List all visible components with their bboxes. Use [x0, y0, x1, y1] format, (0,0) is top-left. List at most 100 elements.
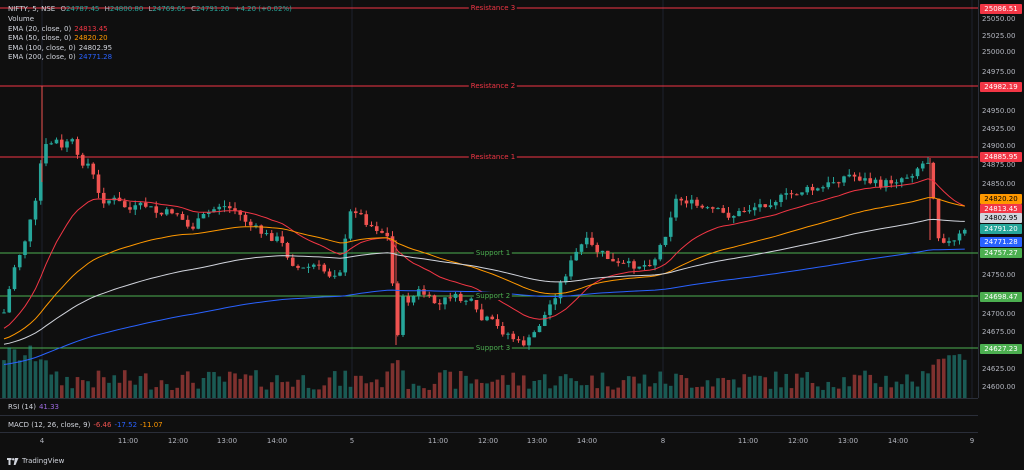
candle-body — [149, 206, 153, 208]
candle-body — [616, 261, 621, 263]
volume-bar — [474, 379, 479, 398]
candle-body — [348, 211, 353, 239]
volume-bar — [359, 375, 363, 398]
candle-body — [569, 260, 573, 277]
candle-body — [695, 199, 699, 206]
candle-body — [894, 182, 899, 184]
candle-body — [170, 209, 174, 214]
tradingview-logo[interactable]: TradingView — [7, 457, 64, 465]
volume-bar — [348, 386, 353, 398]
rsi-legend[interactable]: RSI (14) 41.33 — [8, 403, 62, 411]
volume-bar — [926, 373, 930, 398]
candle-body — [805, 186, 810, 193]
macd-pane[interactable]: MACD (12, 26, close, 9) -6.46 -17.52 -11.07 — [0, 415, 978, 433]
price-tick: 24600.00 — [982, 383, 1016, 391]
volume-bar — [695, 387, 699, 398]
candle-body — [212, 209, 216, 213]
volume-bar — [805, 371, 810, 398]
rsi-pane[interactable]: RSI (14) 41.33 — [0, 398, 978, 415]
candle-body — [794, 194, 799, 196]
price-chart-plot[interactable] — [0, 0, 978, 398]
volume-bar — [742, 374, 747, 398]
candle-body — [75, 139, 80, 155]
candle-body — [65, 141, 69, 148]
volume-bar — [737, 387, 741, 398]
volume-bar — [511, 372, 516, 398]
volume-bar — [233, 373, 237, 398]
candle-body — [275, 236, 279, 241]
volume-bar — [101, 377, 106, 398]
volume-bar — [285, 381, 290, 398]
volume-bar — [306, 387, 311, 398]
volume-bar — [784, 373, 789, 398]
volume-bar — [485, 383, 489, 398]
last-price-label: 24791.20 — [980, 223, 1022, 234]
candle-body — [957, 233, 962, 241]
volume-bar — [758, 375, 762, 398]
volume-bar — [721, 377, 726, 398]
candle-body — [227, 206, 232, 209]
support-3-label: Support 3 — [473, 344, 513, 352]
volume-bar — [789, 388, 794, 398]
rsi-label: RSI (14) — [8, 403, 36, 411]
time-axis[interactable] — [0, 432, 978, 449]
candle-body — [322, 264, 327, 272]
volume-bar — [191, 382, 195, 398]
volume-bar — [17, 360, 22, 398]
candle-body — [432, 295, 437, 304]
candle-body — [710, 207, 715, 209]
volume-bar — [542, 374, 547, 398]
ema50-name: EMA (50, close, 0) — [8, 34, 72, 42]
candle-body — [826, 182, 831, 188]
price-tick: 25000.00 — [982, 48, 1016, 56]
ema200-legend[interactable]: EMA (200, close, 0) 24771.28 — [8, 53, 115, 63]
candle-body — [952, 240, 957, 242]
price-tick: 24700.00 — [982, 309, 1016, 318]
candle-body — [164, 209, 169, 215]
symbol-legend[interactable]: NIFTY, 5, NSE O24787.45 H24800.80 L24769… — [8, 5, 295, 15]
ema20-legend[interactable]: EMA (20, close, 0) 24813.45 — [8, 25, 111, 35]
candle-body — [668, 217, 673, 237]
candle-body — [353, 211, 358, 214]
candle-body — [915, 168, 920, 177]
volume-bar — [569, 378, 573, 398]
candle-body — [716, 208, 720, 210]
candle-body — [175, 213, 180, 215]
time-label: 12:00 — [167, 437, 189, 445]
volume-bar — [280, 382, 285, 398]
volume-bar — [427, 389, 432, 398]
price-tick: 25025.00 — [982, 31, 1016, 40]
resistance-3-label: Resistance 3 — [468, 4, 518, 12]
time-label: 5 — [349, 437, 355, 445]
time-label: 13:00 — [216, 437, 238, 445]
volume-bar — [443, 370, 447, 398]
candle-body — [495, 319, 500, 326]
symbol-name[interactable]: NIFTY, 5, NSE — [8, 5, 56, 13]
candle-body — [852, 174, 857, 177]
ema100-legend[interactable]: EMA (100, close, 0) 24802.95 — [8, 44, 115, 54]
volume-bar — [117, 382, 122, 398]
ema100-value: 24802.95 — [78, 43, 113, 52]
candle-body — [332, 275, 337, 277]
candle-body — [689, 199, 694, 204]
resistance-2-price-label: 24982.19 — [980, 82, 1022, 92]
ema50-legend[interactable]: EMA (50, close, 0) 24820.20 — [8, 34, 111, 44]
candle-body — [579, 244, 584, 252]
volume-bar — [905, 374, 909, 398]
volume-bar — [54, 371, 59, 398]
candle-body — [91, 163, 96, 175]
candle-body — [443, 297, 447, 305]
macd-legend[interactable]: MACD (12, 26, close, 9) -6.46 -17.52 -11.07 — [8, 421, 166, 429]
low-label: L — [148, 5, 153, 13]
candle-body — [311, 264, 316, 267]
candle-body — [962, 229, 967, 234]
support-1-price-label: 24757.27 — [980, 248, 1022, 258]
volume-bar — [705, 380, 710, 398]
candle-body — [868, 178, 873, 184]
volume-bar — [663, 383, 668, 398]
high-value: 24800.80 — [109, 5, 144, 13]
candle-body — [857, 176, 862, 181]
volume-legend[interactable]: Volume — [8, 15, 35, 23]
candle-body — [905, 177, 909, 179]
